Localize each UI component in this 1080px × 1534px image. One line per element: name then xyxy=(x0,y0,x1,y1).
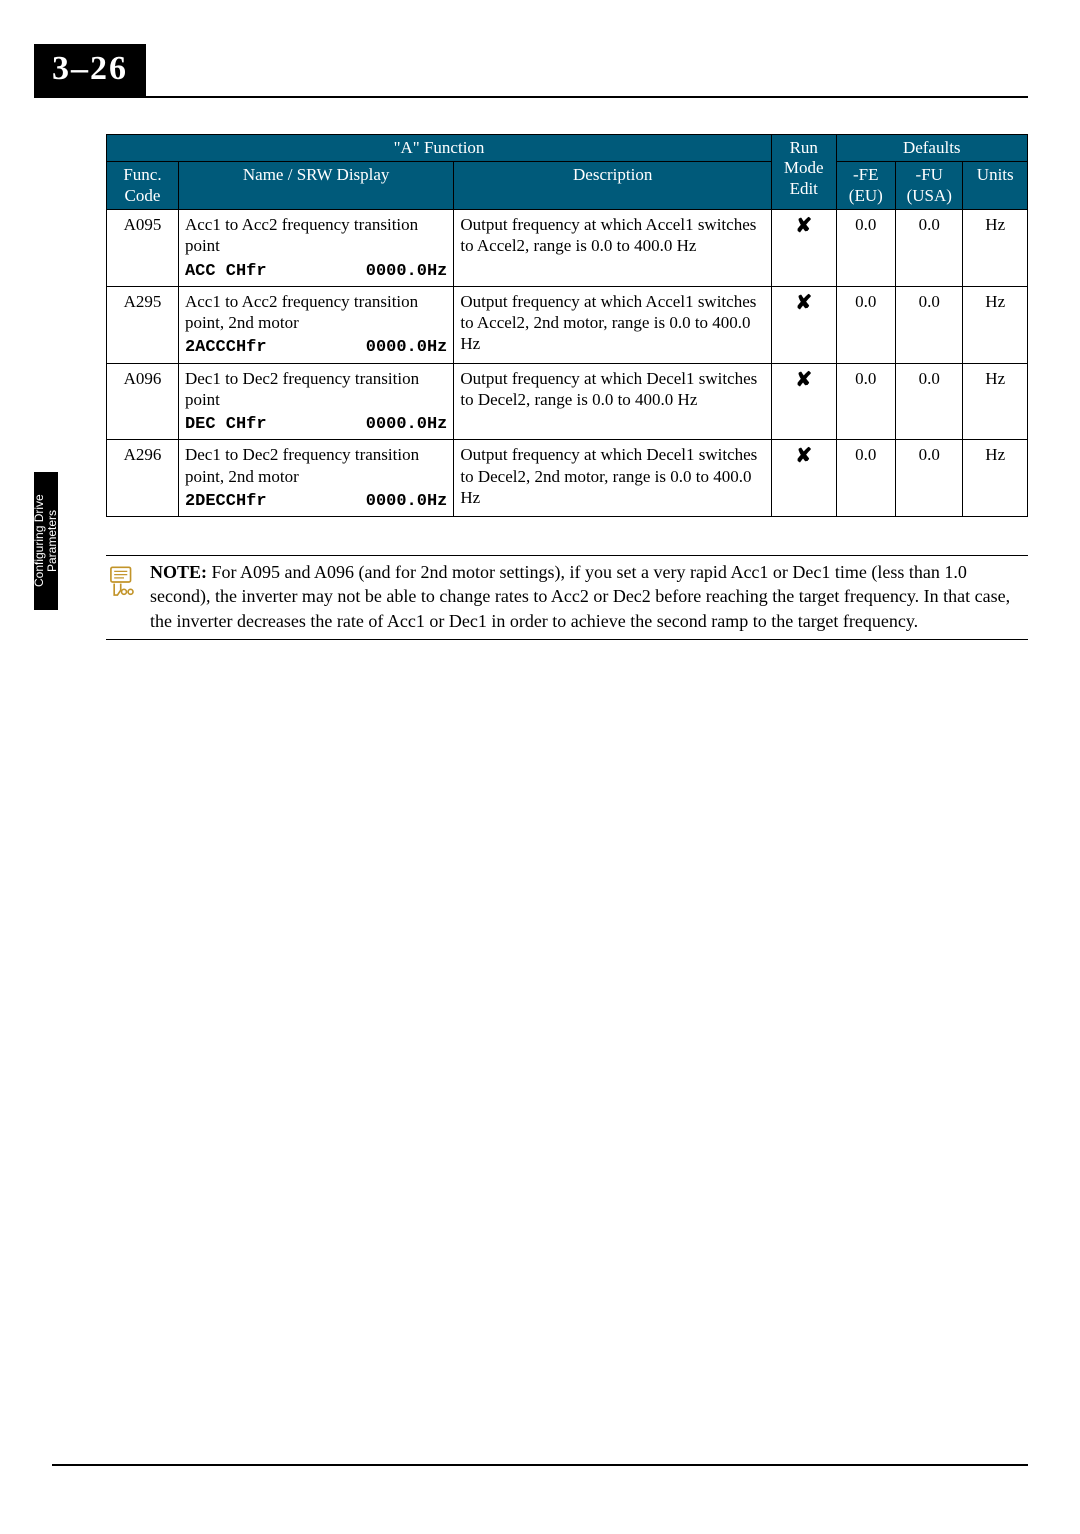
cell-desc: Output frequency at which Decel1 switche… xyxy=(454,363,772,440)
cell-name: Acc1 to Acc2 frequency transition pointA… xyxy=(178,210,453,287)
cell-fu: 0.0 xyxy=(896,286,963,363)
srw-display: DEC CHfr 0000.0Hz xyxy=(185,410,447,435)
cell-fe: 0.0 xyxy=(836,286,896,363)
srw-label: 2DECCHfr xyxy=(185,491,267,512)
th-fe: -FE (EU) xyxy=(836,162,896,210)
srw-value: 0000.0Hz xyxy=(366,337,448,358)
cell-fu: 0.0 xyxy=(896,440,963,517)
x-icon: ✘ xyxy=(795,445,812,467)
x-icon: ✘ xyxy=(795,292,812,314)
cell-code: A096 xyxy=(107,363,179,440)
cell-units: Hz xyxy=(963,286,1028,363)
cell-run: ✘ xyxy=(771,440,836,517)
cell-units: Hz xyxy=(963,440,1028,517)
table-row: A096Dec1 to Dec2 frequency transition po… xyxy=(107,363,1028,440)
x-icon: ✘ xyxy=(795,215,812,237)
th-name: Name / SRW Display xyxy=(178,162,453,210)
cell-run: ✘ xyxy=(771,210,836,287)
cell-desc: Output frequency at which Accel1 switche… xyxy=(454,286,772,363)
cell-name: Acc1 to Acc2 frequency transition point,… xyxy=(178,286,453,363)
side-tab: Configuring Drive Parameters xyxy=(34,472,58,610)
cell-code: A095 xyxy=(107,210,179,287)
note-text: NOTE: For A095 and A096 (and for 2nd mot… xyxy=(150,560,1028,633)
param-name: Acc1 to Acc2 frequency transition point xyxy=(185,214,447,257)
srw-label: ACC CHfr xyxy=(185,261,267,282)
srw-display: 2DECCHfr 0000.0Hz xyxy=(185,487,447,512)
cell-fu: 0.0 xyxy=(896,363,963,440)
note-icon xyxy=(106,560,150,609)
cell-fe: 0.0 xyxy=(836,363,896,440)
th-run: Run Mode Edit xyxy=(771,135,836,210)
srw-label: 2ACCCHfr xyxy=(185,337,267,358)
table-row: A295Acc1 to Acc2 frequency transition po… xyxy=(107,286,1028,363)
cell-units: Hz xyxy=(963,210,1028,287)
srw-display: 2ACCCHfr 0000.0Hz xyxy=(185,333,447,358)
content: "A" Function Run Mode Edit Defaults Func… xyxy=(106,134,1028,640)
th-desc: Description xyxy=(454,162,772,210)
th-fu: -FU (USA) xyxy=(896,162,963,210)
cell-name: Dec1 to Dec2 frequency transition pointD… xyxy=(178,363,453,440)
th-func-code: Func. Code xyxy=(107,162,179,210)
cell-name: Dec1 to Dec2 frequency transition point,… xyxy=(178,440,453,517)
bottom-rule xyxy=(52,1464,1028,1466)
th-defaults: Defaults xyxy=(836,135,1028,162)
cell-fu: 0.0 xyxy=(896,210,963,287)
srw-value: 0000.0Hz xyxy=(366,261,448,282)
table-row: A296Dec1 to Dec2 frequency transition po… xyxy=(107,440,1028,517)
function-table: "A" Function Run Mode Edit Defaults Func… xyxy=(106,134,1028,517)
note-block: NOTE: For A095 and A096 (and for 2nd mot… xyxy=(106,555,1028,640)
cell-units: Hz xyxy=(963,363,1028,440)
note-label: NOTE: xyxy=(150,562,207,582)
cell-fe: 0.0 xyxy=(836,440,896,517)
param-name: Acc1 to Acc2 frequency transition point,… xyxy=(185,291,447,334)
srw-label: DEC CHfr xyxy=(185,414,267,435)
srw-value: 0000.0Hz xyxy=(366,414,448,435)
cell-code: A295 xyxy=(107,286,179,363)
page: 3–26 Configuring Drive Parameters "A" Fu… xyxy=(0,0,1080,1534)
top-rule xyxy=(52,96,1028,98)
note-body: For A095 and A096 (and for 2nd motor set… xyxy=(150,562,1010,631)
cell-fe: 0.0 xyxy=(836,210,896,287)
cell-desc: Output frequency at which Accel1 switche… xyxy=(454,210,772,287)
x-icon: ✘ xyxy=(795,369,812,391)
srw-value: 0000.0Hz xyxy=(366,491,448,512)
srw-display: ACC CHfr 0000.0Hz xyxy=(185,257,447,282)
th-group: "A" Function xyxy=(107,135,772,162)
cell-desc: Output frequency at which Decel1 switche… xyxy=(454,440,772,517)
page-number: 3–26 xyxy=(34,44,146,98)
cell-run: ✘ xyxy=(771,363,836,440)
cell-run: ✘ xyxy=(771,286,836,363)
param-name: Dec1 to Dec2 frequency transition point xyxy=(185,368,447,411)
table-row: A095Acc1 to Acc2 frequency transition po… xyxy=(107,210,1028,287)
param-name: Dec1 to Dec2 frequency transition point,… xyxy=(185,444,447,487)
th-units: Units xyxy=(963,162,1028,210)
cell-code: A296 xyxy=(107,440,179,517)
